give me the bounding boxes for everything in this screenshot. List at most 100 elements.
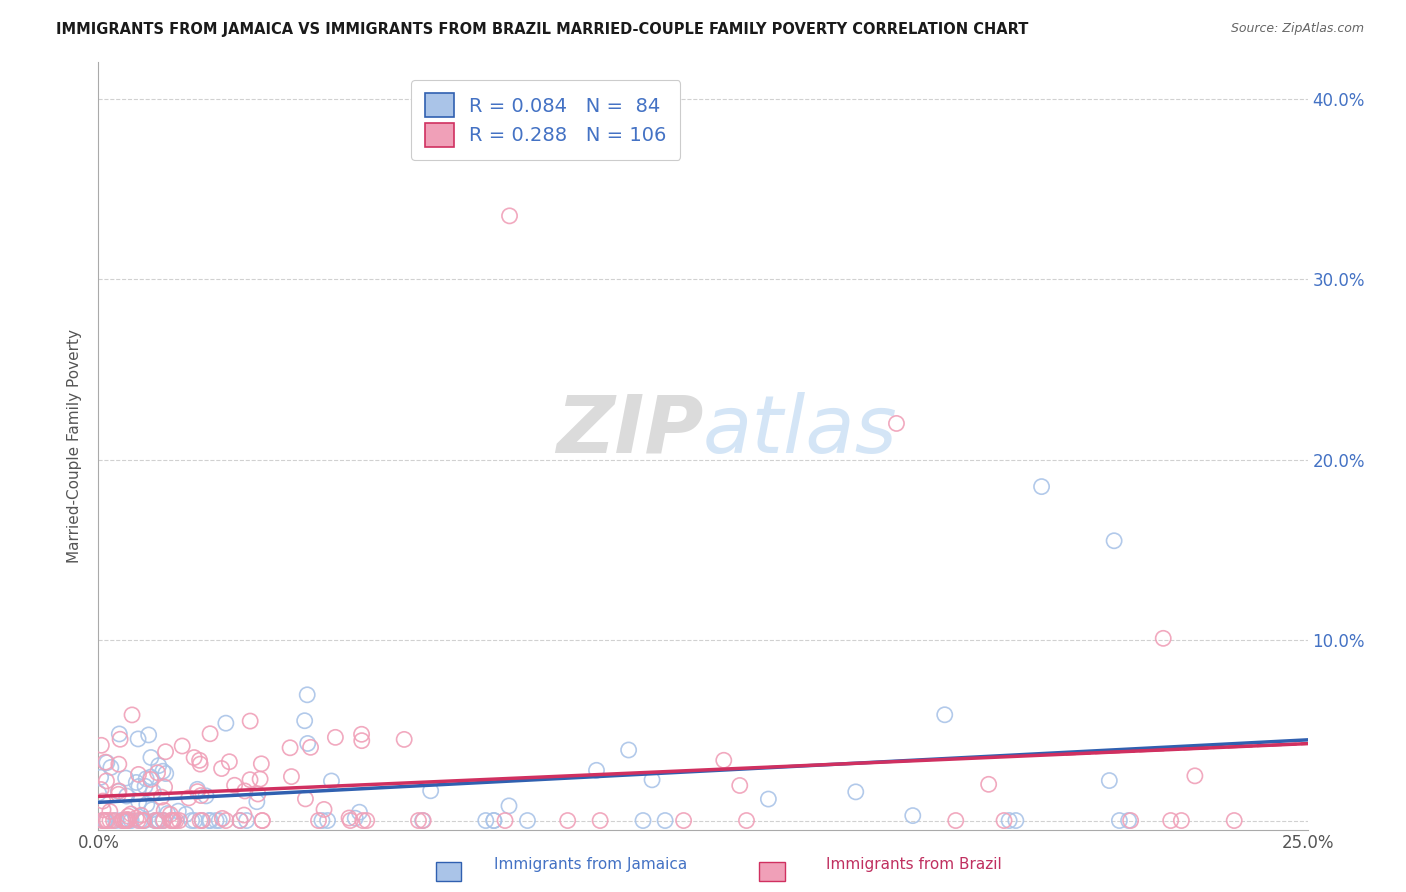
Point bbox=[148, 758, 170, 772]
Point bbox=[155, 745, 177, 759]
Point bbox=[191, 814, 214, 828]
Point bbox=[155, 766, 177, 780]
Point bbox=[1098, 773, 1121, 788]
Point bbox=[117, 809, 139, 823]
Point bbox=[146, 765, 169, 780]
Point bbox=[134, 814, 156, 828]
Point bbox=[1119, 814, 1142, 828]
Text: Immigrants from Jamaica: Immigrants from Jamaica bbox=[494, 857, 688, 872]
Point bbox=[215, 814, 238, 828]
Point bbox=[294, 792, 316, 806]
Point bbox=[183, 814, 205, 828]
Point bbox=[159, 807, 181, 822]
Text: Source: ZipAtlas.com: Source: ZipAtlas.com bbox=[1230, 22, 1364, 36]
Point bbox=[138, 728, 160, 742]
Point bbox=[143, 814, 166, 828]
Point bbox=[218, 755, 240, 769]
Point bbox=[641, 772, 664, 787]
Point bbox=[188, 757, 211, 772]
Point bbox=[250, 814, 273, 828]
Point bbox=[139, 772, 162, 787]
Point bbox=[200, 814, 222, 828]
Point bbox=[934, 707, 956, 722]
Point bbox=[183, 750, 205, 764]
Point bbox=[412, 814, 434, 828]
Point bbox=[246, 795, 269, 809]
Point bbox=[325, 731, 347, 745]
Point bbox=[215, 716, 238, 731]
Point bbox=[129, 814, 152, 828]
Point bbox=[107, 787, 129, 801]
Point bbox=[672, 814, 695, 828]
Point bbox=[108, 757, 131, 772]
Point bbox=[111, 814, 134, 828]
Text: Immigrants from Brazil: Immigrants from Brazil bbox=[827, 857, 1001, 872]
Point bbox=[100, 760, 122, 774]
Point bbox=[115, 814, 138, 828]
Point bbox=[98, 805, 121, 819]
Point bbox=[713, 753, 735, 767]
Point bbox=[239, 772, 262, 787]
Point bbox=[294, 714, 316, 728]
Point bbox=[350, 733, 373, 747]
Point bbox=[557, 814, 579, 828]
Point bbox=[977, 777, 1000, 791]
Point bbox=[188, 814, 211, 828]
Point bbox=[132, 814, 155, 828]
Point bbox=[114, 814, 136, 828]
Point bbox=[174, 807, 197, 822]
Point bbox=[91, 814, 114, 828]
Point bbox=[148, 814, 170, 828]
Point bbox=[186, 782, 208, 797]
Point bbox=[280, 770, 302, 784]
Point bbox=[93, 814, 115, 828]
Point bbox=[239, 714, 262, 728]
Point bbox=[153, 804, 176, 818]
Point bbox=[152, 764, 174, 779]
Point bbox=[98, 814, 121, 828]
Point bbox=[152, 814, 174, 828]
Point bbox=[103, 814, 125, 828]
Point bbox=[498, 209, 520, 223]
Point bbox=[107, 784, 129, 798]
Point bbox=[135, 797, 157, 812]
Point bbox=[412, 814, 434, 828]
Point bbox=[728, 779, 751, 793]
Point bbox=[87, 786, 110, 800]
Point bbox=[278, 740, 301, 755]
Point bbox=[142, 785, 165, 799]
Point bbox=[152, 814, 174, 828]
Point bbox=[190, 789, 212, 803]
Point bbox=[1152, 632, 1174, 646]
Point bbox=[104, 814, 127, 828]
Point bbox=[205, 814, 228, 828]
Point bbox=[233, 784, 256, 798]
Point bbox=[321, 774, 343, 789]
Point bbox=[349, 805, 371, 820]
Point bbox=[589, 814, 612, 828]
Point bbox=[249, 772, 271, 786]
Point bbox=[150, 790, 173, 805]
Point bbox=[172, 739, 194, 753]
Point bbox=[250, 756, 273, 771]
Point bbox=[186, 784, 208, 798]
Point bbox=[169, 814, 191, 828]
Point bbox=[96, 773, 118, 788]
Point bbox=[90, 782, 112, 797]
Point bbox=[165, 814, 187, 828]
Point bbox=[482, 814, 505, 828]
Point bbox=[177, 790, 200, 805]
Point bbox=[229, 814, 252, 828]
Point bbox=[132, 814, 155, 828]
Point bbox=[96, 756, 118, 770]
Point bbox=[191, 814, 214, 828]
Point bbox=[208, 814, 231, 828]
Point bbox=[344, 811, 367, 825]
Point bbox=[146, 814, 169, 828]
Point bbox=[117, 813, 139, 827]
Point bbox=[311, 814, 333, 828]
Point bbox=[1170, 814, 1192, 828]
Point bbox=[312, 802, 335, 816]
Point bbox=[998, 814, 1021, 828]
Point bbox=[167, 804, 190, 818]
